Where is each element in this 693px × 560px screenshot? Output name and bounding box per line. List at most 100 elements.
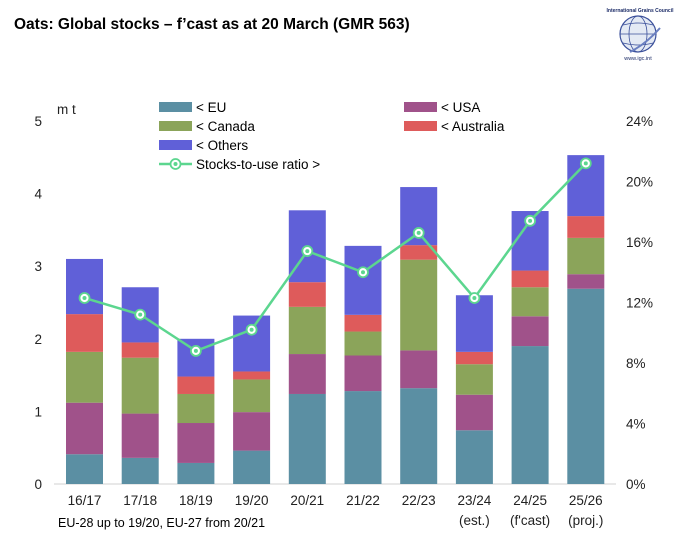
- globe-icon: [619, 15, 661, 53]
- bar-segment-australia: [344, 314, 382, 332]
- ratio-line: [84, 162, 587, 353]
- legend-swatch: [404, 102, 437, 112]
- x-tick-label: 22/23: [402, 493, 436, 508]
- bar-segment-others: [66, 258, 103, 315]
- x-tick-label: 17/18: [123, 493, 157, 508]
- bar-segment-canada: [400, 259, 438, 351]
- bar-segment-canada: [288, 306, 326, 355]
- right-axis-ticks: 0% 4% 8% 12% 16% 20% 24%: [626, 114, 653, 492]
- legend-label: < EU: [196, 100, 226, 115]
- svg-text:International Grains Council: International Grains Council: [607, 8, 675, 14]
- legend-label: < Australia: [441, 119, 505, 134]
- stacked-bars: [66, 155, 605, 484]
- ratio-marker-dot: [528, 218, 533, 223]
- bar-segment-others: [344, 245, 382, 315]
- bar-segment-usa: [344, 355, 382, 392]
- bar-segment-australia: [567, 216, 605, 238]
- x-tick-label: 21/22: [346, 493, 380, 508]
- x-tick-sublabel: (f'cast): [510, 513, 550, 528]
- bar-segment-usa: [567, 274, 605, 289]
- ratio-marker-dot: [416, 230, 421, 235]
- bar-segment-canada: [511, 287, 549, 317]
- ratio-marker-dot: [249, 327, 254, 332]
- bar-segment-canada: [121, 357, 159, 414]
- ratio-marker-dot: [305, 249, 310, 254]
- x-tick-label: 19/20: [235, 493, 269, 508]
- legend-swatch: [159, 121, 192, 131]
- x-tick-sublabel: (proj.): [568, 513, 603, 528]
- legend: < EU < USA < Canada < Australia < Others Stoc…: [159, 100, 505, 172]
- bar-segment-australia: [455, 351, 493, 365]
- bar-segment-canada: [567, 237, 605, 275]
- legend-label: Stocks-to-use ratio >: [196, 157, 320, 172]
- y2-tick-label: 20%: [626, 175, 653, 190]
- ratio-marker-dot: [193, 348, 198, 353]
- bar-segment-australia: [400, 245, 438, 260]
- ratio-marker-dot: [583, 161, 588, 166]
- y-tick-label: 1: [34, 404, 42, 419]
- bar-segment-eu: [344, 391, 382, 484]
- bar-segment-eu: [567, 288, 605, 484]
- bar-segment-australia: [233, 371, 271, 380]
- bar-segment-canada: [455, 364, 493, 395]
- ratio-marker-dot: [361, 270, 365, 275]
- bar-segment-australia: [288, 282, 326, 307]
- igc-logo: International Grains Council www.igc.int: [607, 8, 675, 62]
- bar-segment-australia: [121, 342, 159, 358]
- bar-segment-usa: [177, 423, 215, 463]
- x-tick-label: 23/24: [458, 493, 492, 508]
- bar-segment-canada: [233, 379, 271, 413]
- legend-swatch: [159, 102, 192, 112]
- x-tick-label: 20/21: [290, 493, 324, 508]
- x-tick-label: 24/25: [513, 493, 547, 508]
- bar-segment-canada: [177, 393, 215, 424]
- bar-segment-eu: [66, 454, 103, 484]
- y-tick-label: 0: [34, 477, 42, 492]
- x-tick-label: 25/26: [569, 493, 603, 508]
- legend-label: < USA: [441, 100, 480, 115]
- bar-segment-eu: [511, 346, 549, 484]
- y2-tick-label: 0%: [626, 477, 646, 492]
- bar-segment-usa: [233, 412, 271, 451]
- bar-segment-usa: [455, 394, 493, 431]
- y2-tick-label: 8%: [626, 356, 646, 371]
- left-axis-ticks: 0 1 2 3 4 5: [34, 114, 42, 492]
- chart-title: Oats: Global stocks – f’cast as at 20 Ma…: [14, 16, 410, 33]
- y-tick-label: 4: [34, 187, 42, 202]
- bar-segment-canada: [344, 331, 382, 356]
- footnote: EU-28 up to 19/20, EU-27 from 20/21: [58, 516, 266, 530]
- bar-segment-others: [177, 338, 215, 377]
- bar-segment-australia: [177, 376, 215, 394]
- category-labels: 16/17 17/18 18/19 19/20 20/21 21/22 22/23 23/24…: [68, 493, 604, 528]
- bar-segment-canada: [66, 351, 103, 403]
- legend-label: < Others: [196, 138, 248, 153]
- bar-segment-usa: [400, 350, 438, 389]
- legend-swatch: [159, 140, 192, 150]
- x-tick-label: 18/19: [179, 493, 213, 508]
- bar-segment-usa: [66, 402, 103, 455]
- legend-label: < Canada: [196, 119, 255, 134]
- svg-text:www.igc.int: www.igc.int: [623, 56, 652, 62]
- bar-segment-eu: [121, 457, 159, 484]
- bar-segment-eu: [455, 430, 493, 484]
- legend-marker-dot: [173, 162, 178, 166]
- bar-segment-usa: [511, 316, 549, 347]
- y-unit-label: m t: [57, 102, 76, 117]
- bar-segment-usa: [121, 413, 159, 458]
- bar-segment-australia: [66, 314, 103, 352]
- y2-tick-label: 12%: [626, 296, 653, 311]
- legend-swatch: [404, 121, 437, 131]
- x-tick-label: 16/17: [68, 493, 102, 508]
- y2-tick-label: 24%: [626, 114, 653, 129]
- bar-segment-eu: [288, 393, 326, 484]
- bar-segment-eu: [400, 388, 438, 484]
- bar-segment-eu: [233, 450, 271, 484]
- x-tick-sublabel: (est.): [459, 513, 490, 528]
- stocks-to-use-line: [78, 157, 592, 357]
- bar-segment-australia: [511, 270, 549, 288]
- y-tick-label: 3: [34, 259, 42, 274]
- y2-tick-label: 4%: [626, 417, 646, 432]
- bar-segment-others: [455, 295, 493, 352]
- y-tick-label: 2: [34, 332, 42, 347]
- ratio-marker-dot: [472, 295, 477, 300]
